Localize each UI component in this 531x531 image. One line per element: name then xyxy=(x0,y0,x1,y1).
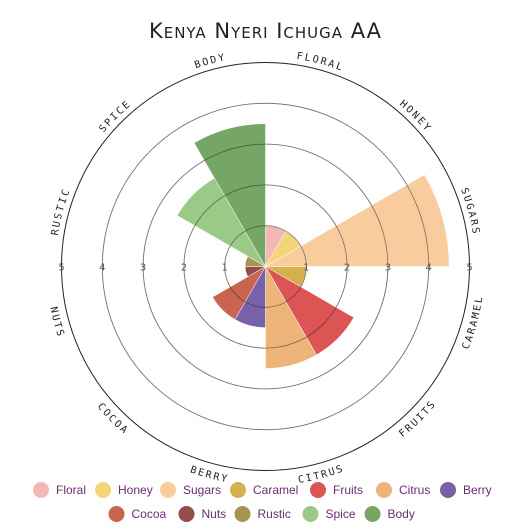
legend: Floral Honey Sugars Caramel Fruits Citrus Berr… xyxy=(33,482,492,522)
legend-swatch-caramel xyxy=(230,482,246,498)
grid-ring-overlay xyxy=(101,102,430,431)
tick-label: 2 xyxy=(181,263,187,274)
legend-label-fruits: Fruits xyxy=(333,483,363,497)
legend-swatch-body xyxy=(364,506,381,522)
tick-label: 4 xyxy=(426,263,432,274)
grid-ring-overlay xyxy=(142,143,389,390)
legend-swatch-citrus xyxy=(376,482,392,498)
tick-label: 3 xyxy=(140,263,146,274)
legend-label-berry: Berry xyxy=(463,483,492,497)
legend-label-caramel: Caramel xyxy=(253,483,298,497)
legend-label-body: Body xyxy=(388,507,415,521)
wedge-citrus xyxy=(265,265,317,369)
legend-label-honey: Honey xyxy=(118,483,153,497)
legend-label-rustic: Rustic xyxy=(258,507,291,521)
tick-label: 5 xyxy=(58,263,64,274)
wedge-cocoa xyxy=(212,265,267,320)
wedge-body xyxy=(193,123,266,268)
tick-label: 1 xyxy=(303,263,309,274)
legend-label-sugars: Sugars xyxy=(183,483,221,497)
radial-ticks: 1 1 2 2 3 3 4 4 5 5 xyxy=(58,102,473,431)
category-label-body: BODY xyxy=(193,52,227,71)
legend-label-nuts: Nuts xyxy=(202,507,227,521)
grid-ring xyxy=(61,62,470,471)
tick-label: 5 xyxy=(466,263,472,274)
legend-swatch-berry xyxy=(440,482,456,498)
legend-swatch-cocoa xyxy=(108,506,125,522)
legend-swatch-honey xyxy=(95,482,111,498)
chart-title: Kenya Nyeri Ichuga AA xyxy=(149,19,382,43)
legend-label-floral: Floral xyxy=(56,483,86,497)
category-label-fruits: FRUITS xyxy=(397,398,438,439)
category-label-nuts: NUTS xyxy=(47,306,66,340)
wedges xyxy=(176,123,450,369)
wedge-sugars xyxy=(264,174,450,267)
category-label-honey: HONEY xyxy=(397,98,433,134)
legend-swatch-rustic xyxy=(234,506,251,522)
legend-swatch-nuts xyxy=(178,506,195,522)
category-label-spice: SPICE xyxy=(97,98,133,134)
tick-label: 3 xyxy=(385,263,391,274)
legend-swatch-spice xyxy=(302,506,319,522)
category-label-cocoa: COCOA xyxy=(95,401,131,437)
legend-label-cocoa: Cocoa xyxy=(132,507,167,521)
tick-label: 1 xyxy=(222,263,228,274)
grid-ring-overlay xyxy=(224,225,307,308)
grid-ring-overlay xyxy=(183,184,348,349)
tick-label: 4 xyxy=(99,263,105,274)
legend-swatch-sugars xyxy=(160,482,176,498)
legend-swatch-floral xyxy=(33,482,49,498)
legend-label-spice: Spice xyxy=(326,507,356,521)
legend-swatch-fruits xyxy=(310,482,326,498)
category-label-caramel: CARAMEL xyxy=(461,294,486,351)
tick-label: 2 xyxy=(344,263,350,274)
legend-label-citrus: Citrus xyxy=(399,483,430,497)
